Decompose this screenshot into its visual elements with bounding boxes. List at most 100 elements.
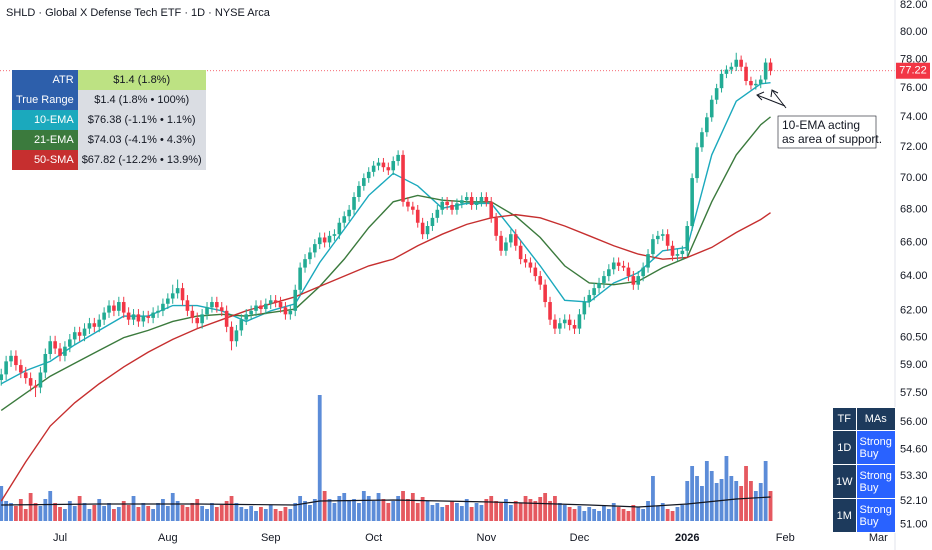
volume-bar xyxy=(72,506,77,521)
candle-body xyxy=(479,197,484,202)
volume-bar xyxy=(146,506,151,521)
y-tick-label: 56.00 xyxy=(900,416,928,428)
annotation-text: as area of support. xyxy=(782,132,882,146)
ma-line xyxy=(0,116,771,412)
volume-bar xyxy=(254,511,258,521)
candle-body xyxy=(572,325,577,329)
volume-bar xyxy=(161,499,165,521)
volume-bar xyxy=(420,497,425,521)
volume-bar xyxy=(459,506,464,521)
y-tick-label: 51.00 xyxy=(900,518,928,530)
volume-bar xyxy=(744,466,748,521)
volume-bar xyxy=(695,476,699,521)
candle-body xyxy=(170,293,175,299)
volume-bar xyxy=(18,499,23,521)
volume-bar xyxy=(562,505,567,521)
volume-bar xyxy=(210,503,214,521)
indicator-value: $1.4 (1.8%) xyxy=(77,70,206,90)
annotation-box xyxy=(777,115,877,149)
candle-body xyxy=(4,361,8,375)
candle-body xyxy=(156,310,160,313)
volume-bar xyxy=(53,503,58,521)
volume-bar xyxy=(136,507,141,521)
candle-body xyxy=(166,298,170,304)
volume-bar xyxy=(308,505,312,521)
volume-bar xyxy=(528,499,533,521)
candle-body xyxy=(82,328,87,336)
volume-bar xyxy=(753,491,758,521)
volume-bar xyxy=(670,511,675,521)
last-price-label: 77.22 xyxy=(899,65,927,77)
candle-body xyxy=(381,162,386,168)
x-tick-label: Nov xyxy=(477,532,497,544)
candle-body xyxy=(97,319,102,327)
ratings-header: TF MAs xyxy=(832,407,896,431)
volume-bar xyxy=(229,496,234,521)
price-axis-bg xyxy=(895,0,932,550)
volume-bar xyxy=(518,503,523,521)
volume-bar xyxy=(430,505,435,521)
volume-bar xyxy=(533,501,538,521)
candle-body xyxy=(670,245,675,256)
volume-bar xyxy=(655,506,660,521)
candle-body xyxy=(376,162,381,166)
volume-bar xyxy=(102,506,107,521)
candle-body xyxy=(28,378,33,386)
annotation-arrows xyxy=(756,89,787,109)
volume-bar xyxy=(646,501,650,521)
ratings-header-cell: TF xyxy=(832,407,857,431)
volume-bar xyxy=(621,509,626,521)
volume-bar xyxy=(469,507,474,521)
candle-body xyxy=(224,310,229,327)
candle-body xyxy=(342,216,347,223)
volume-bar xyxy=(700,486,704,521)
candle-body xyxy=(445,201,449,205)
volume-bar xyxy=(317,395,322,521)
candle-body xyxy=(205,307,209,315)
candle-body xyxy=(317,237,322,245)
volume-bar xyxy=(67,501,72,521)
indicator-label: 10-EMA xyxy=(12,110,78,130)
indicator-value: $1.4 (1.8% • 100%) xyxy=(77,90,206,110)
candle-body xyxy=(700,132,704,148)
candle-body xyxy=(283,307,288,315)
volume-bar xyxy=(499,503,503,521)
volume-bar xyxy=(709,471,714,521)
candle-body xyxy=(146,316,151,318)
ratings-timeframe: 1W xyxy=(832,464,857,499)
candle-body xyxy=(244,314,249,320)
candle-body xyxy=(415,209,420,223)
candle-body xyxy=(401,154,405,202)
volume-bar xyxy=(548,501,552,521)
candle-body xyxy=(352,197,356,210)
candle-body xyxy=(763,62,768,80)
volume-bar xyxy=(92,505,97,521)
volume-bar xyxy=(239,507,244,521)
candle-body xyxy=(151,312,155,318)
y-tick-label: 68.00 xyxy=(900,204,928,216)
candle-body xyxy=(239,319,244,331)
indicator-row: 10-EMA $76.38 (-1.1% • 1.1%) xyxy=(12,110,206,130)
ratings-table: TF MAs 1D Strong Buy 1W Strong Buy 1M Strong Bu… xyxy=(832,407,896,533)
ma-line xyxy=(0,212,771,502)
volume-bar xyxy=(391,501,396,521)
candle-body xyxy=(450,204,454,210)
volume-bar xyxy=(396,496,401,521)
volume-bar xyxy=(543,493,548,521)
volume-bar xyxy=(665,509,670,521)
volume-bar xyxy=(602,506,606,521)
candle-body xyxy=(665,234,670,246)
volume-bar xyxy=(58,507,62,521)
volume-bar xyxy=(406,499,410,521)
candle-body xyxy=(636,276,641,285)
candle-body xyxy=(288,310,293,315)
volume-bar xyxy=(234,503,239,521)
candle-body xyxy=(504,242,508,251)
volume-bar xyxy=(4,501,9,521)
candle-body xyxy=(327,235,332,243)
indicator-value: $67.82 (-12.2% • 13.9%) xyxy=(77,150,206,170)
volume-bar xyxy=(651,476,655,521)
volume-bar xyxy=(508,505,513,521)
volume-bar xyxy=(425,501,430,521)
